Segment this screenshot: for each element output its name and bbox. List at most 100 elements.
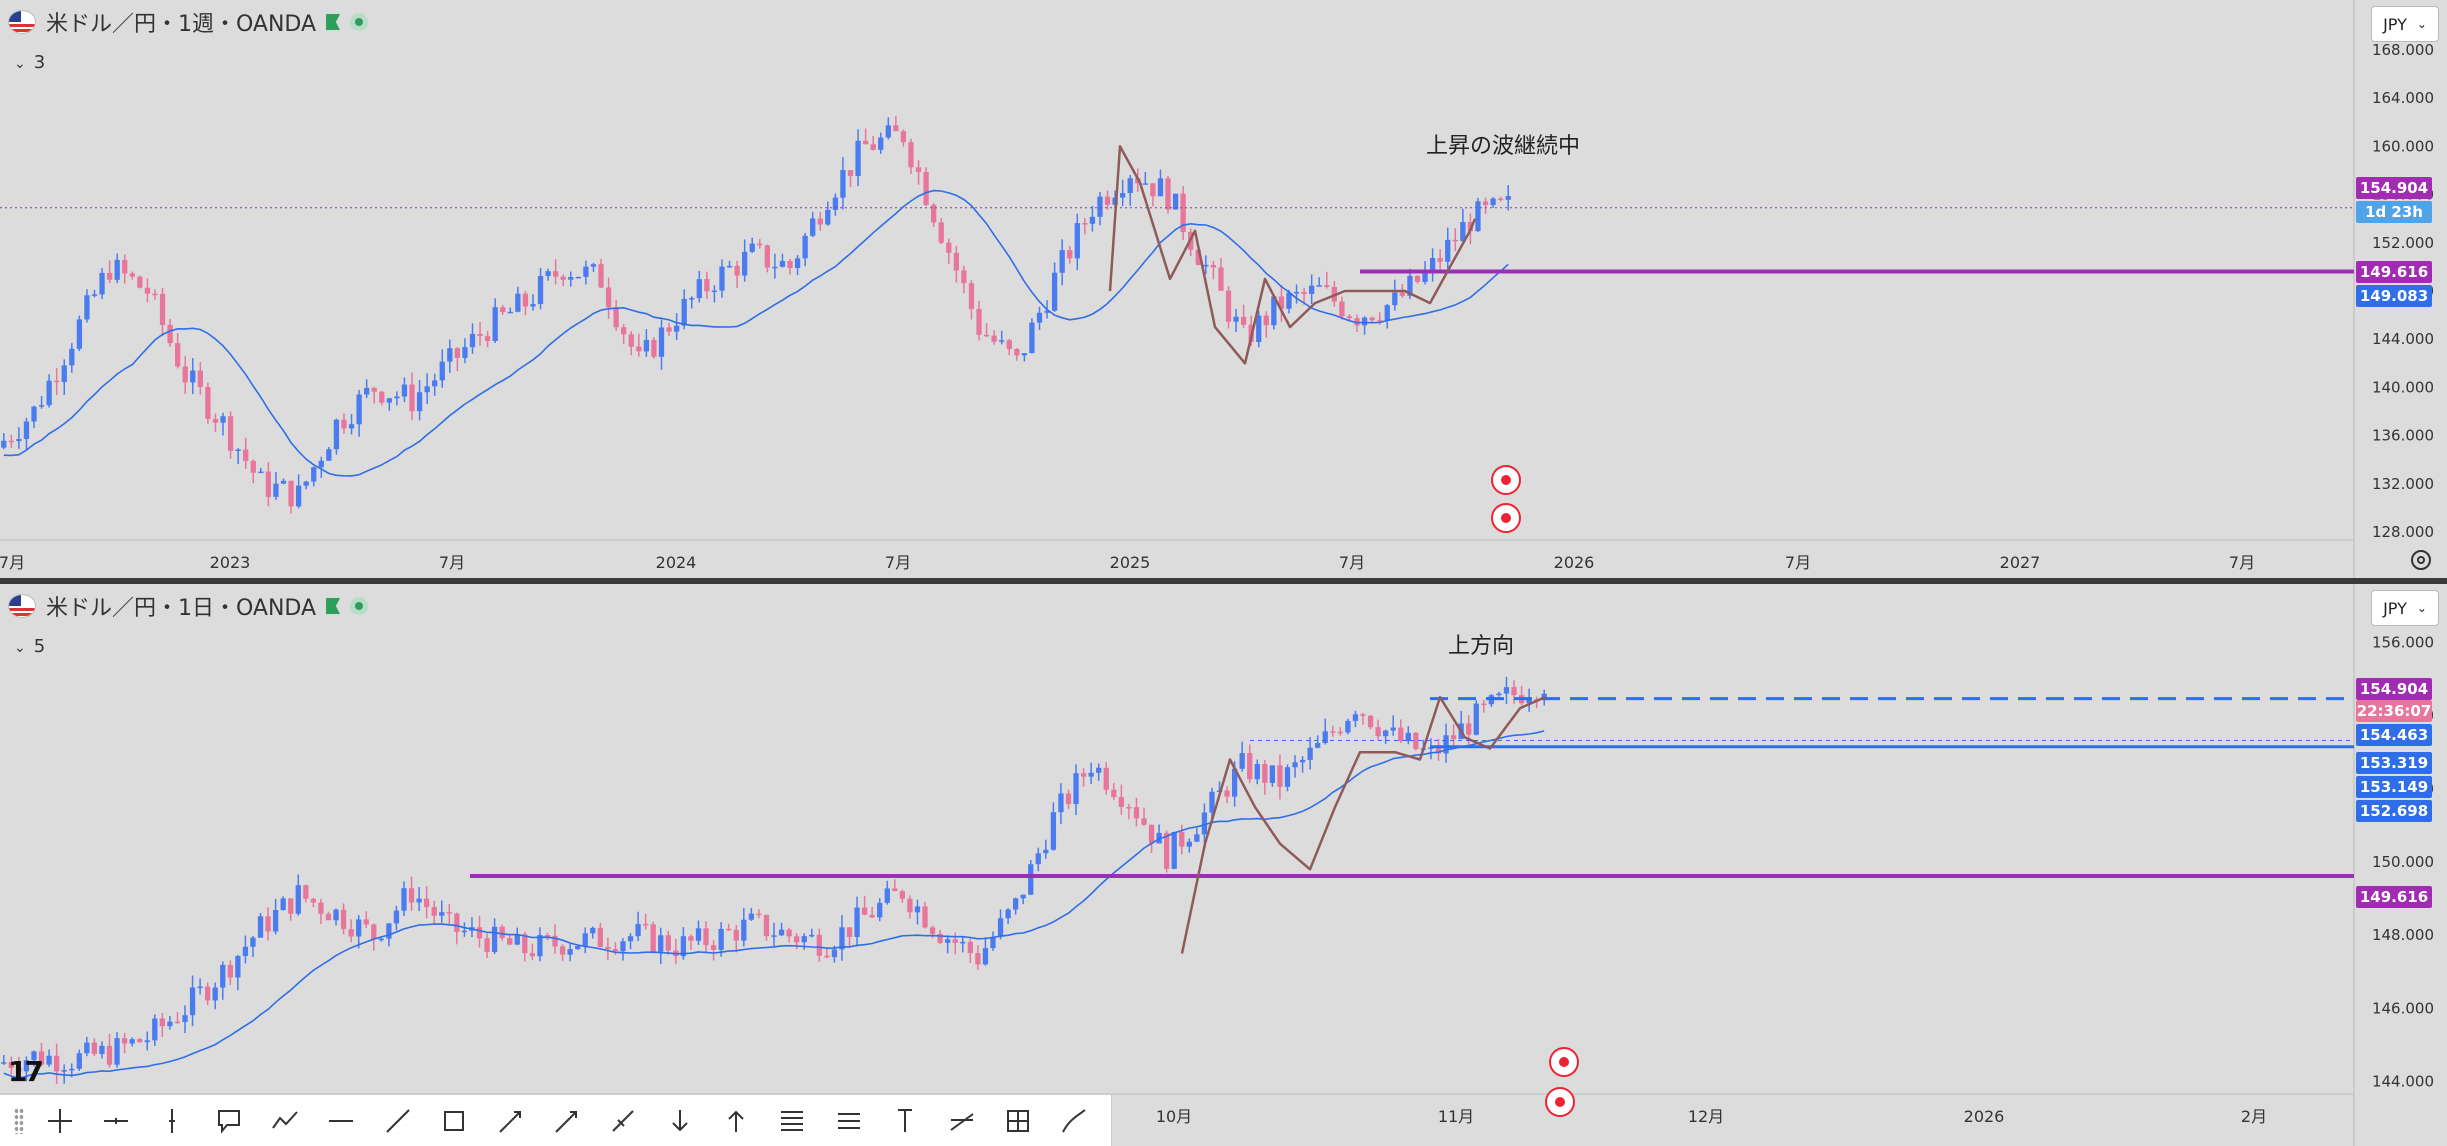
candle-body xyxy=(794,936,800,943)
candle-body xyxy=(1074,223,1080,259)
candle-body xyxy=(666,327,672,332)
price-tick-label: 164.000 xyxy=(2372,89,2434,107)
candle-body xyxy=(824,955,830,958)
candle-body xyxy=(628,334,634,347)
weekly-currency-select[interactable]: JPY ⌄ xyxy=(2371,6,2439,42)
candle-body xyxy=(1399,292,1406,296)
price-tick-label: 152.000 xyxy=(2372,234,2434,252)
candle-body xyxy=(1157,178,1164,197)
candle-body xyxy=(1195,249,1201,266)
candle-body xyxy=(341,419,347,429)
daily-symbol-header[interactable]: 米ドル／円・1日・OANDA xyxy=(8,590,369,622)
green-flag-icon[interactable] xyxy=(326,14,341,30)
candle-body xyxy=(613,307,619,328)
candle-body xyxy=(1067,250,1073,259)
parallel-channel-icon[interactable] xyxy=(829,1101,868,1141)
candle-body xyxy=(371,924,377,940)
tradingview-logo[interactable]: 17 xyxy=(8,1055,44,1088)
candle-body xyxy=(1324,285,1330,287)
weekly-symbol-header[interactable]: 米ドル／円・1週・OANDA xyxy=(8,6,369,38)
candle-body xyxy=(763,915,770,937)
date-price-range-icon[interactable] xyxy=(998,1101,1037,1141)
candle-body xyxy=(356,394,362,425)
time-tick-label: 2024 xyxy=(656,553,697,572)
candle-body xyxy=(424,386,430,393)
candle-body xyxy=(1,440,7,448)
daily-currency-select[interactable]: JPY ⌄ xyxy=(2371,590,2439,626)
settings-gear-icon[interactable] xyxy=(2411,550,2431,570)
daily-indicator-toggle[interactable]: ⌄ 5 xyxy=(14,636,45,657)
price-range-icon[interactable] xyxy=(885,1101,924,1141)
date-price-range-icon-path xyxy=(1006,1109,1029,1132)
daily-chart-pane[interactable]: 156.000154.000152.000150.000148.000146.0… xyxy=(0,584,2447,1146)
candle-body xyxy=(371,387,377,392)
candle-body xyxy=(167,324,173,344)
price-tag xyxy=(2356,678,2432,700)
rectangle-icon[interactable] xyxy=(434,1101,473,1141)
candle-body xyxy=(893,125,899,132)
candle-body xyxy=(726,265,733,268)
candle-body xyxy=(621,327,627,335)
candle-body xyxy=(997,918,1004,937)
candle-body xyxy=(990,936,996,949)
path-icon[interactable] xyxy=(265,1101,304,1141)
candle-body xyxy=(159,293,166,325)
daily-chart-canvas[interactable]: 156.000154.000152.000150.000148.000146.0… xyxy=(0,584,2447,1146)
candle-body xyxy=(688,936,694,941)
candle-body xyxy=(8,1062,14,1068)
arrow-up-icon[interactable] xyxy=(716,1101,755,1141)
weekly-annotation[interactable]: 上昇の波継続中 xyxy=(1426,134,1581,159)
price-tag xyxy=(2356,177,2432,199)
candle-body xyxy=(1150,183,1156,197)
price-tick-label: 136.000 xyxy=(2372,427,2434,445)
weekly-chart-pane[interactable]: 168.000164.000160.000156.000152.000148.0… xyxy=(0,0,2447,578)
brush-icon[interactable] xyxy=(1055,1101,1094,1141)
arrow-icon[interactable] xyxy=(547,1101,586,1141)
vertical-line-icon[interactable] xyxy=(153,1101,192,1141)
crosshair-icon[interactable] xyxy=(40,1101,79,1141)
arrow-down-icon[interactable] xyxy=(660,1101,699,1141)
candle-body xyxy=(61,365,67,382)
price-tag-label: 154.904 xyxy=(2360,680,2428,698)
projection-icon[interactable] xyxy=(942,1101,981,1141)
candle-body xyxy=(794,258,801,269)
arrow-marker-icon[interactable] xyxy=(491,1101,530,1141)
candle-body xyxy=(1065,793,1072,805)
candle-body xyxy=(273,483,279,497)
candle-body xyxy=(386,398,392,403)
candle-body xyxy=(1225,290,1232,322)
fib-icon[interactable] xyxy=(773,1101,812,1141)
price-tag xyxy=(2356,700,2432,722)
candle-body xyxy=(1422,269,1428,282)
weekly-indicator-toggle[interactable]: ⌄ 3 xyxy=(14,52,45,73)
horizontal-ray-icon[interactable] xyxy=(96,1101,135,1141)
candle-body xyxy=(363,919,369,925)
callout-icon[interactable] xyxy=(209,1101,248,1141)
weekly-chart-canvas[interactable]: 168.000164.000160.000156.000152.000148.0… xyxy=(0,0,2447,578)
callout-icon-glyph xyxy=(217,1109,240,1134)
price-tag-label: 1d 23h xyxy=(2365,203,2423,221)
candle-body xyxy=(174,1021,181,1024)
candle-body xyxy=(220,964,226,988)
drawing-toolbar xyxy=(0,1094,1112,1146)
trend-line-icon[interactable] xyxy=(378,1101,417,1141)
candle-body xyxy=(152,293,158,296)
info-line-icon[interactable] xyxy=(604,1101,643,1141)
candle-body xyxy=(718,928,724,950)
horizontal-line-icon[interactable] xyxy=(322,1101,361,1141)
candle-body xyxy=(1269,765,1276,783)
candle-body xyxy=(560,276,566,280)
candle-body xyxy=(1384,305,1390,321)
parallel-channel-icon-path xyxy=(837,1112,860,1129)
crosshair-icon-glyph xyxy=(47,1108,72,1133)
green-flag-icon[interactable] xyxy=(326,598,341,614)
candle-body xyxy=(1179,832,1185,847)
candle-body xyxy=(1466,723,1472,735)
candle-body xyxy=(612,949,619,952)
pane-separator[interactable] xyxy=(0,578,2447,584)
candle-body xyxy=(175,343,181,367)
daily-annotation[interactable]: 上方向 xyxy=(1448,634,1515,659)
price-tag xyxy=(2356,261,2432,283)
candle-body xyxy=(544,935,551,937)
toolbar-grip-handle[interactable] xyxy=(14,1107,24,1134)
